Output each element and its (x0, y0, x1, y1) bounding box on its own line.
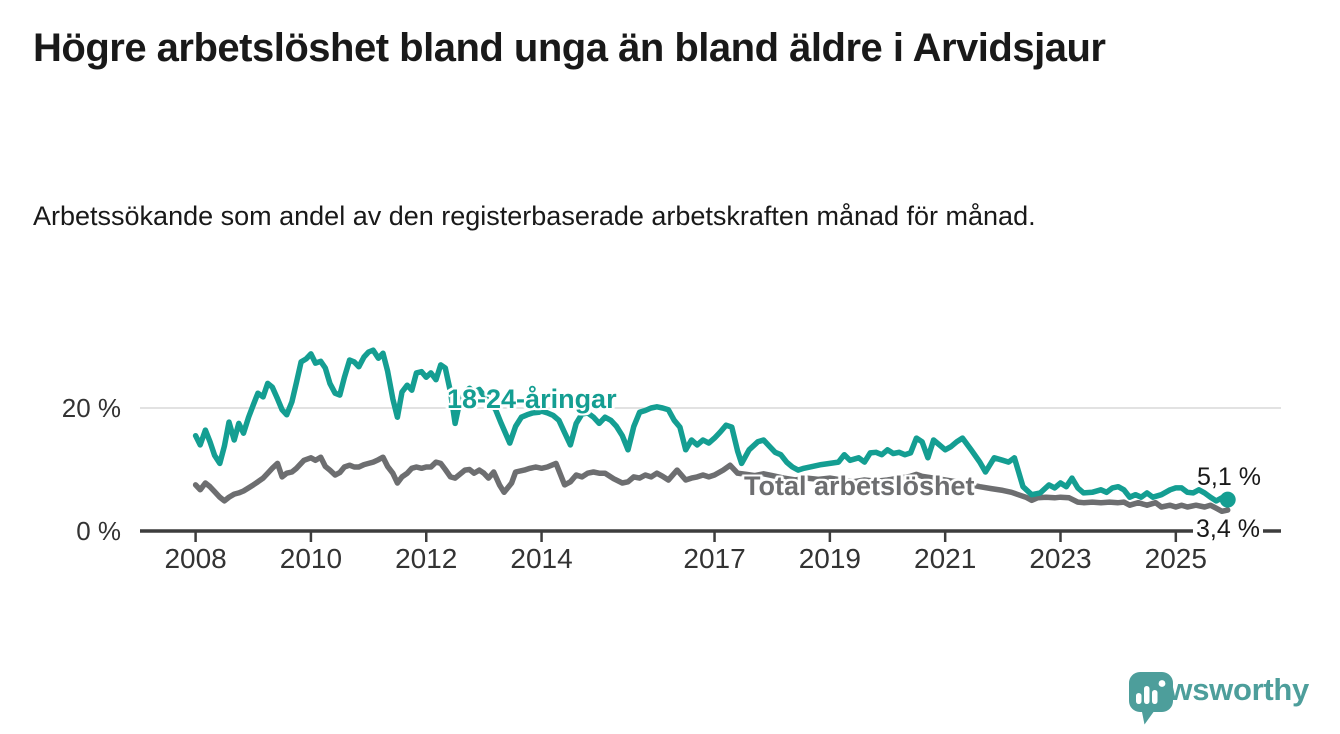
end-value-total: 3,4 % (1193, 515, 1263, 544)
x-tick-label: 2008 (164, 543, 226, 574)
chart-subtitle: Arbetssökande som andel av den registerb… (33, 201, 1036, 231)
x-tick-label: 2021 (914, 543, 976, 574)
x-tick-label: 2014 (510, 543, 572, 574)
x-tick-label: 2019 (799, 543, 861, 574)
x-tick-label: 2012 (395, 543, 457, 574)
newsworthy-branding: Newsworthy (1129, 672, 1309, 725)
end-value-young: 5,1 % (1197, 463, 1261, 491)
newsworthy-logo-icon (1129, 672, 1174, 725)
series-label-young: 18-24-åringar (447, 384, 617, 414)
x-tick-label: 2025 (1145, 543, 1207, 574)
x-tick-label: 2010 (280, 543, 342, 574)
series-end-dot (1219, 491, 1236, 508)
y-tick-label: 0 % (76, 516, 121, 546)
series-line-young (192, 347, 1231, 504)
page-title: Högre arbetslöshet bland unga än bland ä… (33, 26, 1106, 70)
x-tick-label: 2017 (683, 543, 745, 574)
series-label-total: Total arbetslöshet (744, 471, 975, 501)
series-line-total (192, 454, 1231, 515)
y-tick-label: 20 % (62, 393, 121, 423)
x-tick-label: 2023 (1029, 543, 1091, 574)
